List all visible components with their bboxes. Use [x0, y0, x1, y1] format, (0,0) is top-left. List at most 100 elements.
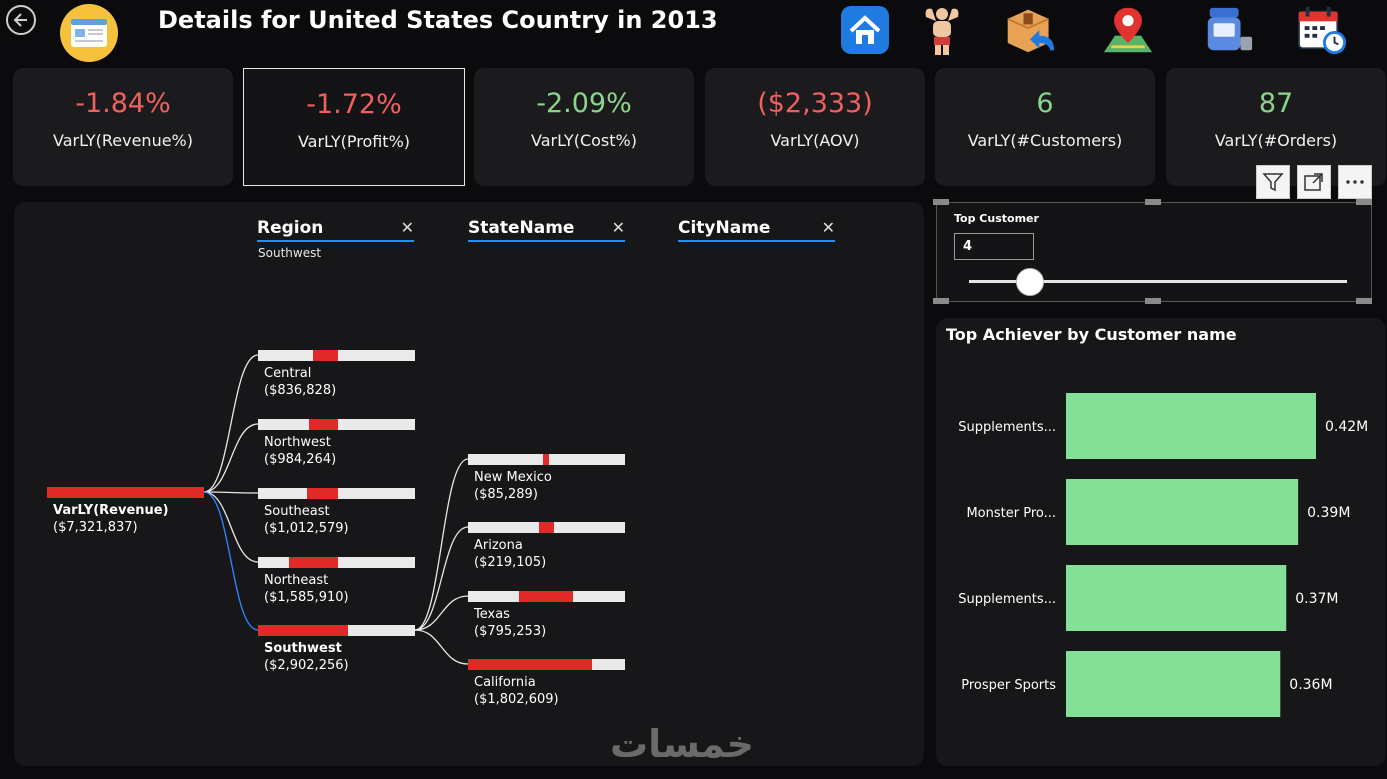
close-icon[interactable]: ✕	[400, 218, 414, 237]
region-node-southeast-fill	[307, 488, 338, 499]
column-header-label: CityName	[678, 218, 771, 238]
kpi-card-customers[interactable]: 6 VarLY(#Customers)	[935, 68, 1155, 186]
connector-arizona	[414, 526, 469, 631]
resize-handle[interactable]	[933, 298, 949, 304]
weight-nav-button[interactable]	[1202, 2, 1254, 58]
node-name: Texas	[474, 607, 510, 622]
box-return-icon	[1007, 9, 1055, 53]
column-selected-value: Southwest	[258, 246, 322, 260]
more-options-button[interactable]	[1338, 165, 1372, 199]
focus-mode-button[interactable]	[1297, 165, 1331, 199]
node-value: ($836,828)	[264, 383, 337, 398]
node-value: ($1,012,579)	[264, 521, 349, 536]
region-node-northeast-label: Northeast ($1,585,910)	[264, 572, 349, 606]
node-name: Northwest	[264, 435, 331, 450]
map-nav-button[interactable]	[1102, 2, 1154, 58]
kpi-card-aov[interactable]: ($2,333) VarLY(AOV)	[705, 68, 925, 186]
node-value: ($85,289)	[474, 487, 538, 502]
node-name: New Mexico	[474, 470, 552, 485]
node-value: ($1,802,609)	[474, 692, 559, 707]
back-button[interactable]	[6, 5, 36, 35]
node-value: ($2,902,256)	[264, 658, 349, 673]
column-header-label: StateName	[468, 218, 575, 238]
home-icon	[841, 6, 889, 54]
node-value: ($7,321,837)	[53, 520, 138, 535]
state-node-new-mexico-fill	[543, 454, 549, 465]
node-value: ($1,585,910)	[264, 590, 349, 605]
close-icon[interactable]: ✕	[821, 218, 835, 237]
category-label-2: Supplements...	[958, 592, 1056, 607]
region-node-northeast-fill	[289, 557, 338, 568]
kpi-label: VarLY(Cost%)	[531, 131, 637, 150]
category-label-0: Supplements...	[958, 420, 1056, 435]
column-header-region[interactable]: Region ✕	[257, 218, 414, 242]
kpi-value: -2.09%	[536, 88, 632, 119]
node-name: Central	[264, 366, 312, 381]
filter-icon	[1262, 173, 1284, 192]
value-label-2: 0.37M	[1295, 591, 1338, 607]
region-node-southwest-label: Southwest ($2,902,256)	[264, 640, 349, 674]
connector-southeast	[203, 491, 259, 494]
bar-0[interactable]	[1066, 393, 1316, 459]
region-node-northwest-label: Northwest ($984,264)	[264, 434, 336, 468]
state-node-new-mexico-label: New Mexico ($85,289)	[474, 469, 552, 503]
kpi-label: VarLY(Revenue%)	[52, 131, 193, 150]
calendar-nav-button[interactable]	[1296, 2, 1348, 58]
state-node-texas-label: Texas ($795,253)	[474, 606, 546, 640]
bar-1[interactable]	[1066, 479, 1299, 545]
top-achiever-bar-chart: Supplements... 0.42M Monster Pro... 0.39M Su…	[958, 393, 1368, 717]
kpi-card-profit[interactable]: -1.72% VarLY(Profit%)	[243, 68, 465, 186]
kpi-value: 87	[1258, 88, 1294, 119]
close-icon[interactable]: ✕	[611, 218, 625, 237]
column-header-state[interactable]: StateName ✕	[468, 218, 625, 242]
node-value: ($795,253)	[474, 624, 547, 639]
kpi-value: ($2,333)	[757, 88, 873, 119]
bar-3[interactable]	[1066, 651, 1281, 717]
state-node-california-label: California ($1,802,609)	[474, 674, 559, 708]
region-node-southwest-fill	[258, 625, 348, 636]
decomposition-tree-panel	[14, 202, 924, 766]
region-node-central-label: Central ($836,828)	[264, 365, 336, 399]
slider-thumb[interactable]	[1016, 268, 1044, 296]
kpi-card-revenue[interactable]: -1.84% VarLY(Revenue%)	[13, 68, 233, 186]
region-node-southeast-label: Southeast ($1,012,579)	[264, 503, 349, 537]
slider-track[interactable]	[969, 280, 1347, 283]
node-name: VarLY(Revenue)	[53, 503, 169, 518]
filter-button[interactable]	[1256, 165, 1290, 199]
value-label-1: 0.39M	[1307, 505, 1350, 521]
resize-handle[interactable]	[1356, 298, 1372, 304]
bar-2[interactable]	[1066, 565, 1287, 631]
kpi-value: -1.84%	[75, 88, 171, 119]
scale-icon	[1207, 7, 1253, 51]
kpi-label: VarLY(Profit%)	[297, 132, 411, 151]
node-name: Southwest	[264, 641, 342, 656]
column-header-city[interactable]: CityName ✕	[678, 218, 835, 242]
column-header-label: Region	[257, 218, 324, 238]
category-label-1: Monster Pro...	[966, 506, 1056, 521]
kpi-value: -1.72%	[306, 89, 402, 120]
state-node-arizona-label: Arizona ($219,105)	[474, 537, 546, 571]
app-logo	[60, 4, 118, 62]
map-pin-icon	[1103, 7, 1153, 53]
connector-texas	[414, 595, 469, 631]
resize-handle[interactable]	[1145, 199, 1161, 205]
root-node-label: VarLY(Revenue) ($7,321,837)	[53, 502, 169, 536]
fitness-nav-button[interactable]	[916, 2, 968, 58]
connector-northeast	[203, 491, 259, 563]
region-node-central-fill	[313, 350, 338, 361]
chart-title: Top Achiever by Customer name	[946, 325, 1237, 344]
resize-handle[interactable]	[933, 199, 949, 205]
watermark: خمسات	[610, 722, 754, 766]
resize-handle[interactable]	[1145, 298, 1161, 304]
kpi-label: VarLY(#Orders)	[1214, 131, 1338, 150]
slicer-title: Top Customer	[954, 212, 1039, 225]
back-arrow-icon	[13, 13, 27, 27]
top-customer-input[interactable]: 4	[954, 233, 1034, 260]
returns-nav-button[interactable]	[1004, 2, 1056, 58]
value-label-0: 0.42M	[1325, 419, 1368, 435]
more-horizontal-icon	[1346, 180, 1364, 184]
kpi-card-cost[interactable]: -2.09% VarLY(Cost%)	[474, 68, 694, 186]
home-nav-button[interactable]	[839, 2, 891, 58]
resize-handle[interactable]	[1356, 199, 1372, 205]
